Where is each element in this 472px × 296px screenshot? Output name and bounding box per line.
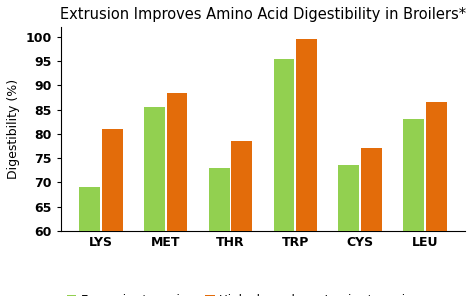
Bar	[144, 107, 165, 296]
Legend: Expansion/pressing, High-shear dry extrusion/pressing: Expansion/pressing, High-shear dry extru…	[67, 294, 421, 296]
Y-axis label: Digestibility (%): Digestibility (%)	[7, 79, 20, 179]
Bar	[167, 93, 187, 296]
Title: Extrusion Improves Amino Acid Digestibility in Broilers*: Extrusion Improves Amino Acid Digestibil…	[60, 7, 466, 22]
Bar	[79, 187, 100, 296]
Bar	[231, 141, 252, 296]
Bar	[209, 168, 229, 296]
Bar	[403, 119, 424, 296]
Bar	[102, 129, 123, 296]
Bar	[296, 39, 317, 296]
Bar	[426, 102, 447, 296]
Bar	[361, 149, 382, 296]
Bar	[274, 59, 295, 296]
Bar	[338, 165, 359, 296]
